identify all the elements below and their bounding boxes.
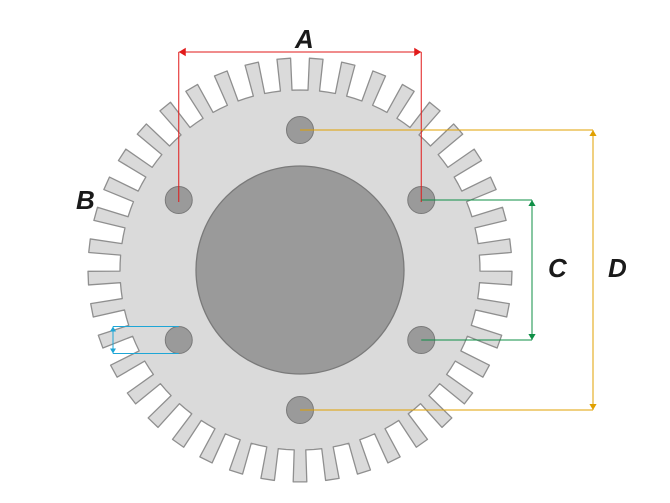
- dim-label-D: D: [608, 253, 627, 284]
- dim-label-B: B: [76, 185, 95, 216]
- dim-label-C: C: [548, 253, 567, 284]
- bolt-hole: [165, 327, 192, 354]
- dim-label-A: A: [295, 24, 314, 55]
- gear-hub: [196, 166, 404, 374]
- gear-drawing: [0, 0, 670, 503]
- diagram-canvas: A B C D: [0, 0, 670, 503]
